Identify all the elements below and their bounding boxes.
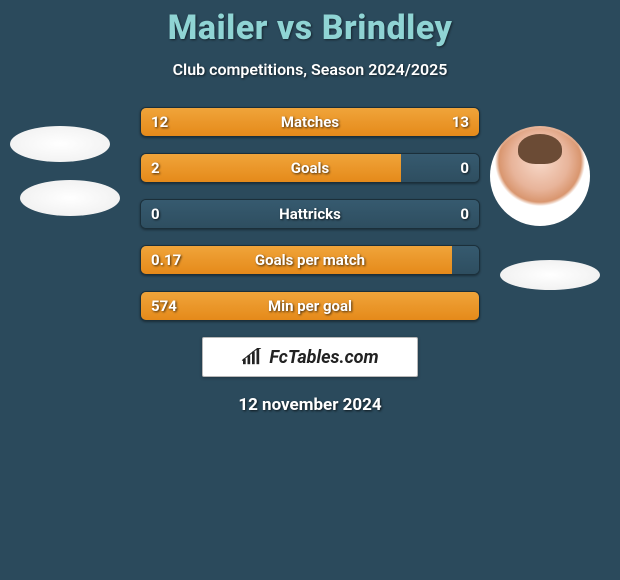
- player-right-avatar: [490, 126, 590, 226]
- stat-label: Goals: [141, 154, 479, 182]
- player-left-avatar-2: [20, 180, 120, 216]
- stat-row-min-per-goal: 574 Min per goal: [140, 291, 480, 321]
- stat-right-value: 0: [460, 200, 469, 228]
- stat-right-value: 0: [460, 154, 469, 182]
- stat-label: Min per goal: [141, 292, 479, 320]
- bar-chart-icon: [241, 348, 263, 366]
- stat-row-matches: 12 Matches 13: [140, 107, 480, 137]
- player-left-avatar-1: [10, 126, 110, 162]
- logo-text: FcTables.com: [269, 347, 378, 368]
- logo-box: FcTables.com: [202, 337, 418, 377]
- stat-label: Hattricks: [141, 200, 479, 228]
- subtitle: Club competitions, Season 2024/2025: [0, 60, 620, 79]
- stat-label: Matches: [141, 108, 479, 136]
- date-label: 12 november 2024: [0, 395, 620, 415]
- page-title: Mailer vs Brindley: [0, 0, 620, 48]
- stat-row-goals-per-match: 0.17 Goals per match: [140, 245, 480, 275]
- stat-row-hattricks: 0 Hattricks 0: [140, 199, 480, 229]
- stat-row-goals: 2 Goals 0: [140, 153, 480, 183]
- stats-bars: 12 Matches 13 2 Goals 0 0 Hattricks 0 0.…: [140, 107, 480, 321]
- stat-label: Goals per match: [141, 246, 479, 274]
- stat-right-value: 13: [452, 108, 469, 136]
- player-right-shadow: [500, 260, 600, 290]
